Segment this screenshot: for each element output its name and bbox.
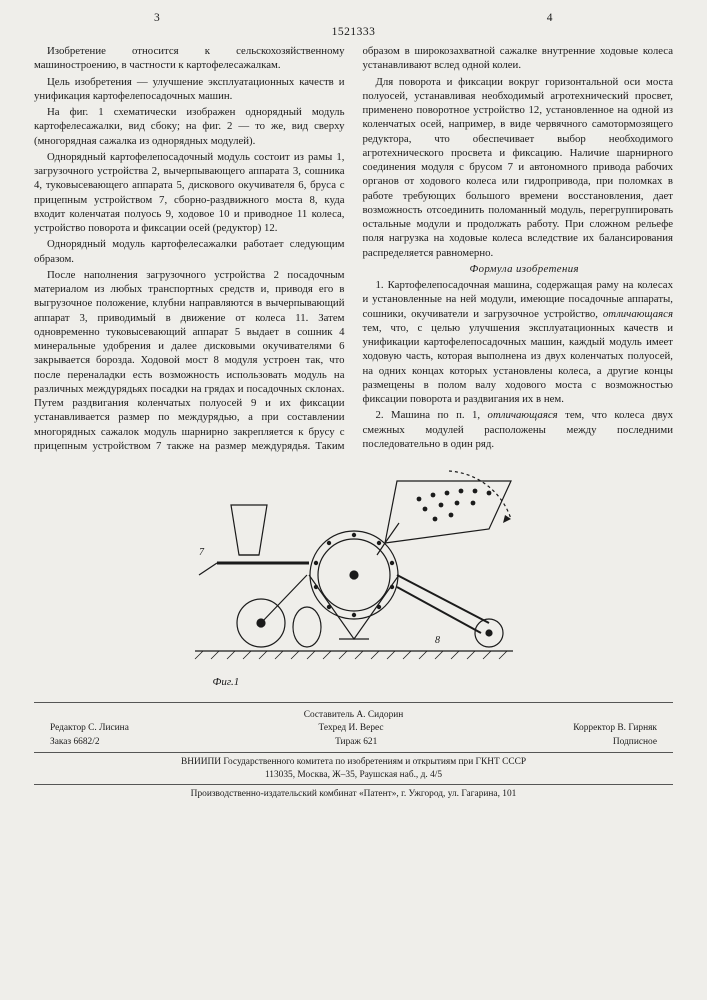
body-columns: Изобретение относится к сельскохозяйстве… bbox=[34, 44, 673, 453]
left-column-number: 3 bbox=[154, 12, 160, 24]
para-structure: Однорядный картофелепосадочный модуль со… bbox=[34, 150, 345, 236]
page: 3 4 1521333 Изобретение относится к сель… bbox=[0, 0, 707, 1000]
svg-text:8: 8 bbox=[435, 635, 440, 646]
claim-2-em: отличающаяся bbox=[488, 409, 558, 421]
claim-2-preamble: 2. Машина по п. 1, bbox=[375, 409, 487, 421]
para-operation-intro: Однорядный модуль картофелесажалки работ… bbox=[34, 237, 345, 266]
right-column-number: 4 bbox=[547, 12, 553, 24]
footer-row-print: Заказ 6682/2 Тираж 621 Подписное bbox=[34, 736, 673, 749]
footer-press: Производственно-издательский комбинат «П… bbox=[34, 788, 673, 801]
footer-podpis: Подписное bbox=[613, 736, 657, 749]
para-goal: Цель изобретения — улучшение эксплуатаци… bbox=[34, 75, 345, 104]
footer-corrector: Корректор В. Гирняк bbox=[573, 722, 657, 735]
para-rotation: Для поворота и фиксации вокруг горизонта… bbox=[363, 75, 674, 260]
imprint-footer: Составитель А. Сидорин Редактор С. Лисин… bbox=[34, 702, 673, 801]
footer-tiraz: Тираж 621 bbox=[335, 736, 377, 749]
figure-1: 8 7 Фиг.1 bbox=[189, 463, 519, 688]
footer-row-staff: Редактор С. Лисина Техред И. Верес Корре… bbox=[34, 722, 673, 735]
document-number: 1521333 bbox=[34, 26, 673, 38]
column-number-row: 3 4 bbox=[34, 12, 673, 26]
claim-2: 2. Машина по п. 1, отличающаяся тем, что… bbox=[363, 408, 674, 451]
footer-order: Заказ 6682/2 bbox=[50, 736, 100, 749]
svg-text:7: 7 bbox=[199, 547, 205, 558]
footer-compiler: Составитель А. Сидорин bbox=[34, 709, 673, 722]
footer-tech: Техред И. Верес bbox=[319, 722, 384, 735]
footer-org: ВНИИПИ Государственного комитета по изоб… bbox=[34, 756, 673, 769]
footer-addr: 113035, Москва, Ж–35, Раушская наб., д. … bbox=[34, 769, 673, 782]
formula-title: Формула изобретения bbox=[363, 262, 674, 276]
figure-1-caption: Фиг.1 bbox=[213, 676, 519, 688]
claim-1-em: отличающаяся bbox=[603, 308, 673, 320]
claim-1: 1. Картофелепосадочная машина, содержаща… bbox=[363, 278, 674, 406]
footer-editor: Редактор С. Лисина bbox=[50, 722, 129, 735]
para-figs: На фиг. 1 схематически изображен одноряд… bbox=[34, 105, 345, 148]
figure-1-drawing: 8 7 bbox=[189, 463, 519, 673]
para-intro: Изобретение относится к сельскохозяйстве… bbox=[34, 44, 345, 73]
claim-1-body: тем, что, с целью улучшения эксплуатацио… bbox=[363, 322, 674, 405]
